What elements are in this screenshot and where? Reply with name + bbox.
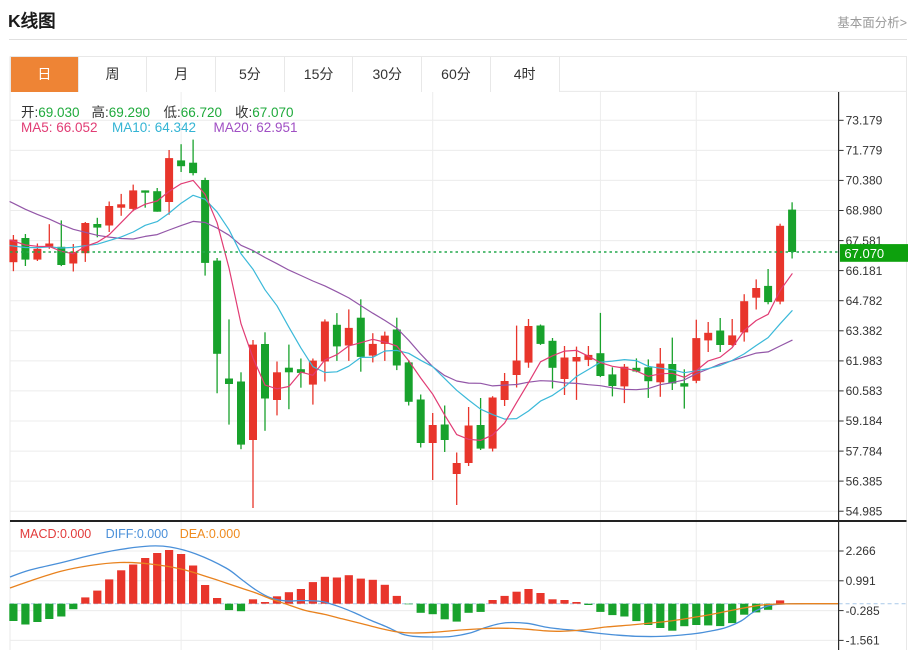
svg-text:68.980: 68.980 [846, 204, 883, 218]
svg-text:57.784: 57.784 [846, 444, 883, 458]
svg-text:63.382: 63.382 [846, 324, 883, 338]
svg-text:54.985: 54.985 [846, 504, 883, 518]
svg-text:64.782: 64.782 [846, 294, 883, 308]
svg-text:56.385: 56.385 [846, 474, 883, 488]
svg-text:2.266: 2.266 [846, 544, 876, 558]
svg-text:59.184: 59.184 [846, 414, 883, 428]
svg-text:0.991: 0.991 [846, 574, 876, 588]
svg-text:60.583: 60.583 [846, 384, 883, 398]
svg-text:61.983: 61.983 [846, 354, 883, 368]
svg-text:71.779: 71.779 [846, 144, 883, 158]
svg-text:-0.285: -0.285 [846, 604, 880, 618]
svg-text:67.070: 67.070 [844, 246, 884, 261]
svg-text:70.380: 70.380 [846, 174, 883, 188]
svg-text:-1.561: -1.561 [846, 634, 880, 648]
svg-text:66.181: 66.181 [846, 264, 883, 278]
svg-text:73.179: 73.179 [846, 114, 883, 128]
